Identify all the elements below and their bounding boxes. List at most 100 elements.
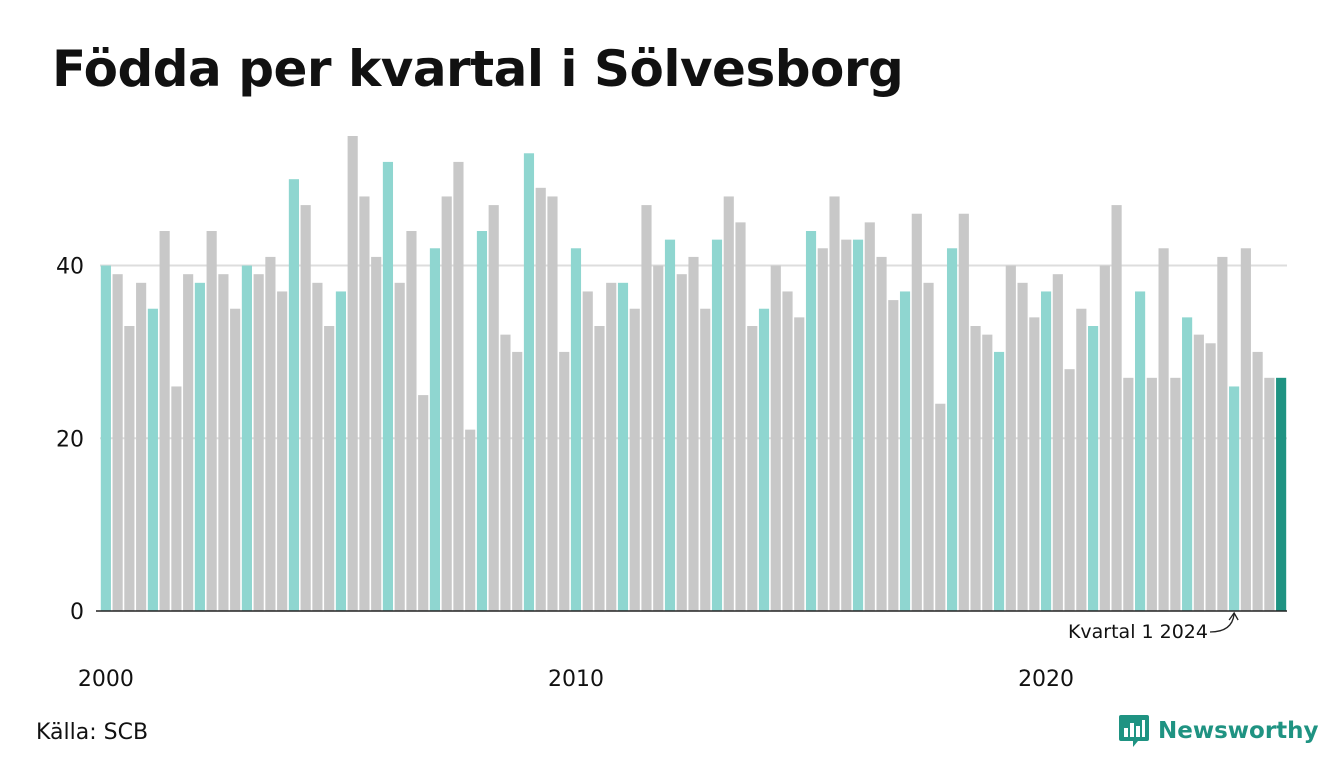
bar [1123, 377, 1134, 611]
bar [300, 205, 311, 611]
bar [183, 274, 194, 611]
bar [1111, 205, 1122, 611]
bar [829, 196, 840, 612]
bar [747, 326, 758, 611]
chart-title: Födda per kvartal i Sölvesborg [52, 40, 904, 98]
bar [500, 334, 511, 611]
bar [570, 248, 582, 612]
bar [688, 256, 699, 611]
bar [582, 291, 593, 611]
bar [1193, 334, 1204, 611]
bar [864, 222, 875, 611]
bar [382, 161, 394, 611]
bar [946, 248, 958, 612]
annotation-arrowhead [1228, 611, 1239, 621]
bar [347, 136, 358, 611]
bar [782, 291, 793, 611]
annotation: Kvartal 1 2024 [1068, 611, 1239, 643]
bar [617, 282, 629, 611]
bar [277, 291, 288, 611]
bar [1040, 291, 1052, 611]
bar [935, 403, 946, 611]
bar [1135, 291, 1146, 611]
bar [230, 308, 241, 611]
y-tick-label: 40 [56, 255, 84, 280]
bar [194, 282, 205, 611]
bar [923, 282, 934, 611]
bar [641, 205, 652, 611]
bar [664, 239, 676, 612]
bar [147, 308, 158, 611]
bar [371, 256, 382, 611]
bar [1252, 351, 1263, 611]
bar [1170, 377, 1181, 611]
bar [852, 239, 864, 612]
bar [970, 326, 981, 611]
bar [1076, 308, 1087, 611]
brand-name: Newsworthy [1158, 718, 1319, 744]
bar [1158, 248, 1169, 612]
source-label: Källa: SCB [36, 720, 149, 745]
bar [700, 308, 711, 611]
bar [723, 196, 734, 612]
bar [312, 282, 323, 611]
y-axis-ticks: 0 20 40 [56, 255, 84, 625]
bar [1264, 377, 1275, 611]
bar [547, 196, 558, 612]
bar [253, 274, 264, 611]
x-axis-ticks: 2000 2010 2020 [78, 667, 1074, 692]
bar [124, 326, 135, 611]
bar [1064, 369, 1075, 611]
bar [418, 395, 429, 611]
bar [535, 187, 546, 611]
bar [1052, 274, 1063, 611]
bar [335, 291, 347, 611]
bar [465, 429, 476, 611]
bar [523, 153, 535, 612]
bar [841, 239, 852, 612]
bar [711, 239, 723, 612]
bar [676, 274, 687, 611]
bar [1217, 256, 1228, 611]
bar [958, 213, 969, 611]
bar [794, 317, 805, 611]
bar [876, 256, 887, 611]
bar [1017, 282, 1028, 611]
bar [512, 351, 523, 611]
x-tick-label: 2020 [1018, 667, 1074, 692]
bar [265, 256, 276, 611]
bar [629, 308, 640, 611]
bar [288, 179, 299, 611]
bar-chart-speech-bubble-icon [1119, 715, 1149, 747]
bar [136, 282, 147, 611]
bar [488, 205, 499, 611]
bar [888, 300, 899, 611]
bar [1146, 377, 1157, 611]
bar [735, 222, 746, 611]
bar [476, 231, 488, 611]
bar [241, 265, 252, 611]
bars [100, 136, 1287, 612]
bar [1205, 343, 1216, 611]
x-tick-label: 2000 [78, 667, 134, 692]
bar [817, 248, 828, 612]
bar [770, 265, 781, 611]
bar [594, 326, 605, 611]
annotation-label: Kvartal 1 2024 [1068, 621, 1208, 643]
annotation-arrow [1209, 613, 1235, 633]
bar [911, 213, 922, 611]
bar [758, 308, 770, 611]
bar [899, 291, 911, 611]
bar [1240, 248, 1251, 612]
bar [394, 282, 405, 611]
y-tick-label: 0 [70, 600, 84, 625]
bar [1029, 317, 1040, 611]
bar [1182, 317, 1193, 611]
bar [606, 282, 617, 611]
bar [1229, 386, 1240, 611]
bar [100, 265, 111, 611]
y-tick-label: 20 [56, 427, 84, 452]
bar [406, 231, 417, 611]
x-tick-label: 2010 [548, 667, 604, 692]
